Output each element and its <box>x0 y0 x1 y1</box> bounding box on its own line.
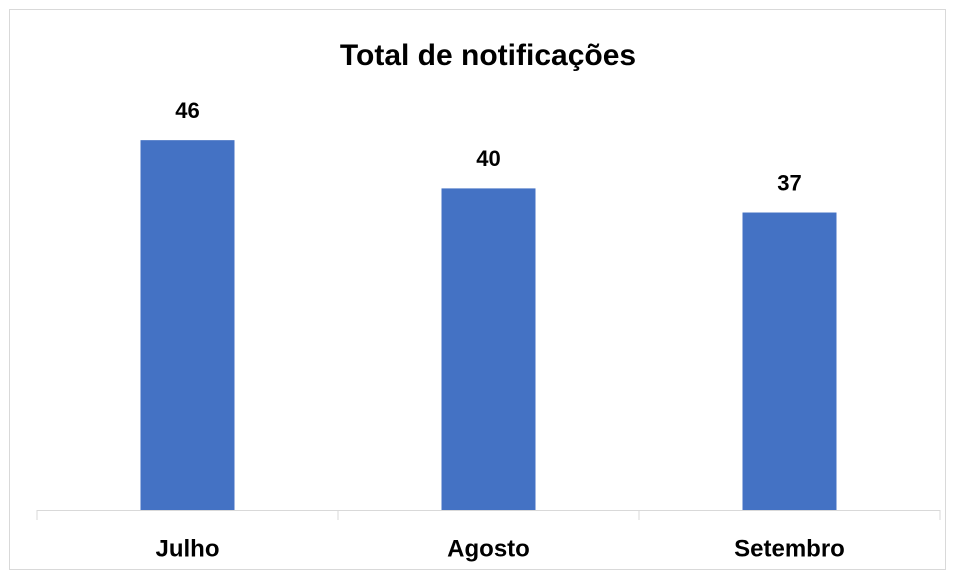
chart-title: Total de notificações <box>340 39 636 72</box>
bar <box>742 212 837 510</box>
bar <box>441 188 536 510</box>
data-label: 37 <box>777 170 801 195</box>
data-label: 46 <box>175 98 199 123</box>
x-tick-label: Setembro <box>734 535 845 562</box>
data-label: 40 <box>476 146 500 171</box>
bar <box>140 140 235 510</box>
x-tick-label: Julho <box>156 535 220 562</box>
x-tick-label: Agosto <box>447 535 530 562</box>
